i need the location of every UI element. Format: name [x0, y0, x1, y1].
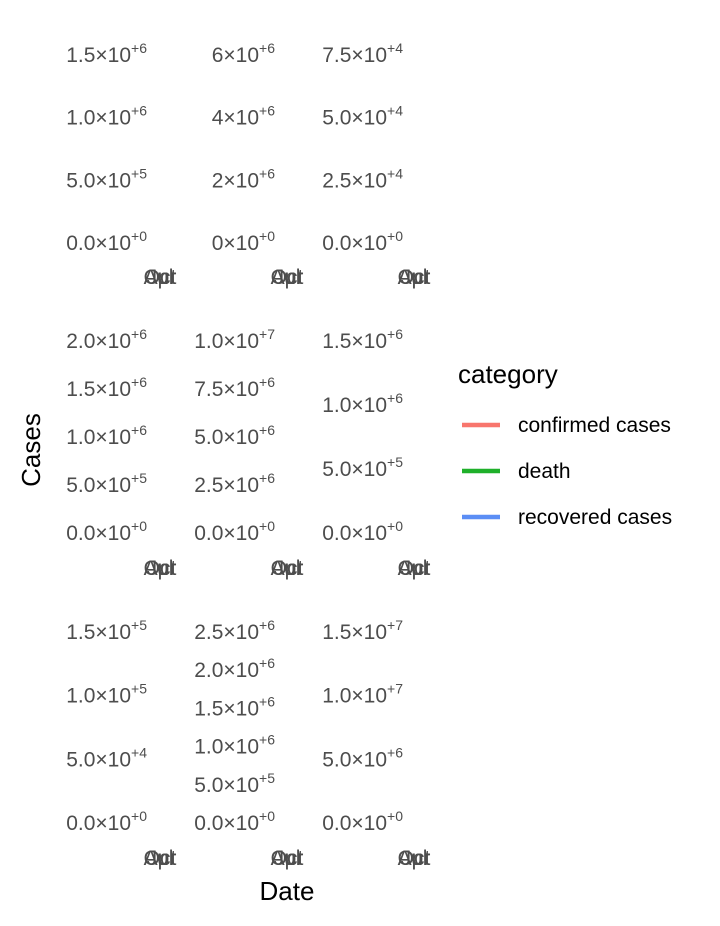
- y-tick-label: 0.0×10+0: [66, 808, 147, 835]
- y-tick-label: 2.5×10+6: [194, 470, 275, 497]
- y-tick-label: 1.5×10+6: [194, 693, 275, 720]
- y-tick-label: 7.5×10+4: [322, 40, 403, 67]
- y-tick-label: 0.0×10+0: [66, 518, 147, 545]
- y-tick-label: 0.0×10+0: [194, 808, 275, 835]
- y-tick-label: 7.5×10+6: [194, 374, 275, 401]
- y-tick-label: 5.0×10+5: [66, 470, 147, 497]
- x-tick-label: Apr: [144, 847, 177, 870]
- y-tick-label: 0.0×10+0: [322, 808, 403, 835]
- y-tick-label: 0.0×10+0: [322, 518, 403, 545]
- x-tick-label: Apr: [398, 847, 431, 870]
- x-tick-label: Oct: [398, 266, 431, 289]
- y-tick-label: 5.0×10+4: [66, 744, 147, 771]
- facet-panel-4: 0.0×10+0 5.0×10+5 1.0×10+6 1.5×10+6 2.0×10+6…: [66, 326, 176, 580]
- legend-title: category: [458, 359, 558, 389]
- y-tick-label: 1.0×10+6: [66, 422, 147, 449]
- y-tick-label: 5.0×10+5: [322, 454, 403, 481]
- x-tick-label: Apr: [144, 557, 177, 580]
- x-tick-label: Jul: [147, 266, 174, 289]
- legend-item-label: confirmed cases: [518, 414, 671, 437]
- y-tick-label: 1.5×10+6: [66, 40, 147, 67]
- y-tick-label: 1.0×10+6: [66, 103, 147, 130]
- y-tick-label: 0.0×10+0: [194, 518, 275, 545]
- y-tick-label: 1.5×10+6: [322, 326, 403, 353]
- x-tick-label: Oct: [144, 847, 177, 870]
- y-tick-label: 1.5×10+7: [322, 617, 403, 644]
- y-tick-label: 5.0×10+6: [194, 422, 275, 449]
- x-tick-label: Jul: [274, 847, 301, 870]
- legend-items: confirmed cases death recovered cases: [462, 414, 672, 529]
- y-tick-label: 2.0×10+6: [194, 655, 275, 682]
- x-tick-label: Apr: [271, 557, 304, 580]
- x-tick-label: Oct: [271, 557, 304, 580]
- y-tick-label: 1.0×10+7: [322, 681, 403, 708]
- y-tick-label: 1.0×10+5: [66, 681, 147, 708]
- facet-panel-5: 0.0×10+0 2.5×10+6 5.0×10+6 7.5×10+6 1.0×10+7…: [194, 326, 303, 580]
- x-tick-label: Oct: [271, 847, 304, 870]
- y-tick-label: 5.0×10+6: [322, 744, 403, 771]
- facet-panel-9: 0.0×10+0 5.0×10+6 1.0×10+7 1.5×10+7 AprJulOc…: [322, 617, 430, 870]
- y-tick-label: 6×10+6: [212, 40, 275, 67]
- x-tick-label: Apr: [398, 266, 431, 289]
- legend-item-label: recovered cases: [518, 506, 672, 529]
- x-axis-title: Date: [260, 876, 315, 906]
- y-tick-label: 4×10+6: [212, 103, 275, 130]
- y-tick-label: 0.0×10+0: [66, 228, 147, 255]
- y-tick-label: 1.0×10+6: [194, 732, 275, 759]
- legend-item-label: death: [518, 460, 571, 483]
- x-tick-label: Jul: [274, 557, 301, 580]
- x-tick-label: Oct: [398, 847, 431, 870]
- y-tick-label: 2.0×10+6: [66, 326, 147, 353]
- y-tick-label: 1.0×10+7: [194, 326, 275, 353]
- x-tick-label: Oct: [144, 266, 177, 289]
- y-tick-label: 2×10+6: [212, 165, 275, 192]
- x-tick-label: Apr: [398, 557, 431, 580]
- x-tick-label: Apr: [271, 847, 304, 870]
- y-tick-label: 5.0×10+5: [66, 165, 147, 192]
- facet-panel-7: 0.0×10+0 5.0×10+4 1.0×10+5 1.5×10+5 AprJulOc…: [66, 617, 176, 870]
- x-tick-label: Apr: [271, 266, 304, 289]
- facet-panel-6: 0.0×10+0 5.0×10+5 1.0×10+6 1.5×10+6 AprJulOc…: [322, 326, 430, 580]
- facet-panel-8: 0.0×10+0 5.0×10+5 1.0×10+6 1.5×10+6 2.0×10+6…: [194, 617, 303, 870]
- x-tick-label: Jul: [401, 557, 428, 580]
- y-tick-label: 2.5×10+4: [322, 165, 403, 192]
- x-tick-label: Jul: [147, 847, 174, 870]
- x-tick-label: Apr: [144, 266, 177, 289]
- x-tick-label: Jul: [274, 266, 301, 289]
- y-axis-title: Cases: [16, 413, 46, 487]
- panels: 0.0×10+05.0×10+51.0×10+61.5×10+6AprJulOc…: [66, 40, 430, 870]
- y-tick-label: 1.5×10+6: [66, 374, 147, 401]
- x-tick-label: Oct: [398, 557, 431, 580]
- x-tick-label: Oct: [271, 266, 304, 289]
- x-tick-label: Jul: [147, 557, 174, 580]
- y-tick-label: 5.0×10+5: [194, 770, 275, 797]
- y-tick-label: 1.0×10+6: [322, 390, 403, 417]
- y-tick-label: 0.0×10+0: [322, 228, 403, 255]
- facet-panel-1: 0.0×10+0 5.0×10+5 1.0×10+6 1.5×10+6 AprJulOc…: [66, 40, 176, 289]
- legend: category confirmed cases death recovered c…: [458, 359, 672, 529]
- y-tick-label: 2.5×10+6: [194, 617, 275, 644]
- facet-panel-3: 0.0×10+0 2.5×10+4 5.0×10+4 7.5×10+4 AprJulOc…: [322, 40, 430, 289]
- x-tick-label: Jul: [401, 266, 428, 289]
- y-tick-label: 0×10+0: [212, 228, 275, 255]
- y-tick-label: 5.0×10+4: [322, 103, 403, 130]
- y-tick-label: 1.5×10+5: [66, 617, 147, 644]
- x-tick-label: Jul: [401, 847, 428, 870]
- x-tick-label: Oct: [144, 557, 177, 580]
